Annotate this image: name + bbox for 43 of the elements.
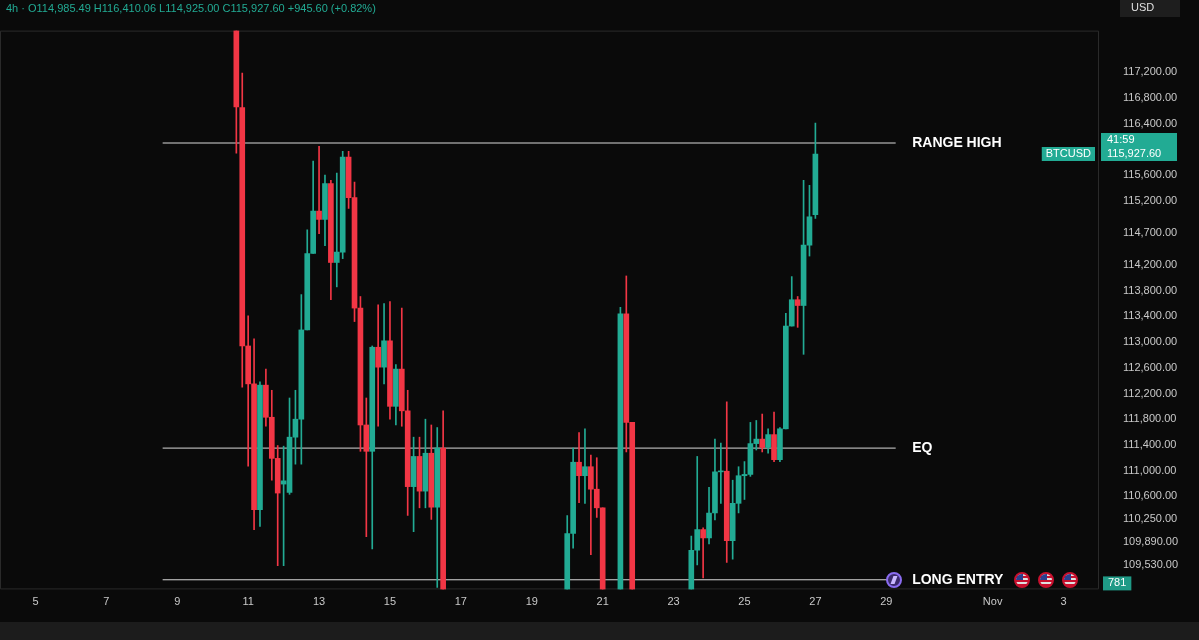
x-tick-label: Nov	[982, 595, 1003, 608]
text: 781	[1108, 576, 1127, 589]
x-tick-label: 11	[242, 595, 254, 608]
chart-title: 4h · O114,985.49 H116,410.06 L114,925.00 C115,927.60 +945.60 (+0.82%)	[6, 1, 376, 14]
y-tick-label: 116,400.00	[1123, 116, 1178, 129]
y-tick-label: 111,400.00	[1123, 437, 1177, 450]
x-tick-label: 21	[596, 595, 609, 608]
y-tick-label: 116,800.00	[1123, 91, 1178, 104]
y-tick-label: 115,200.00	[1123, 193, 1178, 206]
y-tick-label: 113,800.00	[1123, 283, 1178, 296]
x-tick-label: 25	[738, 595, 751, 608]
y-tick-label: 113,000.00	[1123, 335, 1178, 348]
ref-line-label: EQ	[912, 438, 933, 455]
y-tick-label: 111,800.00	[1123, 412, 1177, 425]
x-tick-label: 7	[103, 595, 110, 608]
y-tick-label: 114,200.00	[1123, 258, 1178, 271]
x-tick-label: 19	[525, 595, 538, 608]
y-tick-label: 117,200.00	[1123, 65, 1178, 78]
y-tick-label: 115,600.00	[1123, 168, 1178, 181]
x-tick-label: 29	[880, 595, 893, 608]
y-tick-label: 109,530.00	[1123, 558, 1179, 571]
y-tick-label: 109,890.00	[1123, 534, 1179, 547]
y-tick-label: 110,600.00	[1123, 489, 1178, 502]
y-axis-title: USD	[1131, 1, 1155, 14]
y-tick-label: 112,600.00	[1123, 360, 1178, 373]
y-tick-label: 110,250.00	[1123, 511, 1178, 524]
x-tick-label: 15	[383, 595, 397, 608]
ref-line-label: RANGE HIGH	[912, 133, 1002, 150]
y-tick-label: 111,000.00	[1123, 463, 1177, 476]
x-tick-label: 9	[174, 595, 181, 608]
x-tick-label: 13	[312, 595, 326, 608]
text: 41:59	[1107, 133, 1135, 146]
y-tick-label: 112,200.00	[1123, 386, 1178, 399]
x-tick-label: 17	[454, 595, 467, 608]
x-tick-label: 5	[32, 595, 39, 608]
text: 115,927.60	[1107, 147, 1162, 160]
ref-line-label: LONG ENTRY	[912, 570, 1005, 587]
annotation: BTCUSD	[1045, 147, 1092, 160]
x-tick-label: 23	[667, 595, 680, 608]
x-tick-label: 3	[1060, 595, 1067, 608]
x-tick-label: 27	[809, 595, 822, 608]
y-tick-label: 114,700.00	[1123, 225, 1178, 238]
y-tick-label: 113,400.00	[1123, 309, 1178, 322]
